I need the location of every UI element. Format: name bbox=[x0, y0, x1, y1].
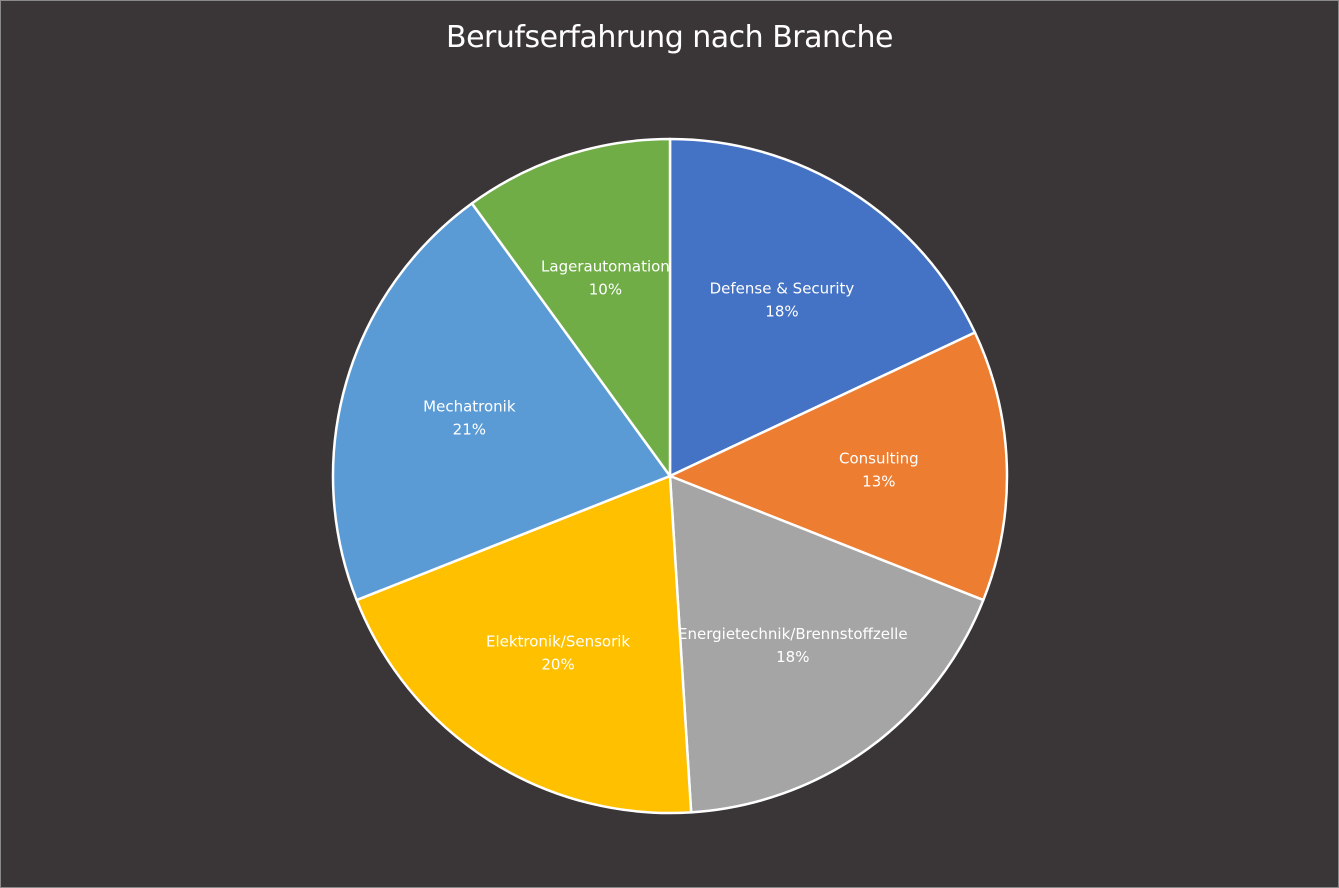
pie-slice-elektronik-sensorik bbox=[355, 474, 693, 815]
pie-slice-mechatronik bbox=[331, 202, 672, 602]
slice-label-elektronik-sensorik: Elektronik/Sensorik bbox=[486, 632, 630, 650]
slice-value-mechatronik: 21% bbox=[453, 421, 486, 439]
slice-value-energietechnik-brennstoffzelle: 18% bbox=[776, 648, 809, 666]
pie-slice-energietechnik-brennstoffzelle bbox=[668, 474, 985, 814]
slice-label-defense-security: Defense & Security bbox=[710, 280, 855, 298]
pie-slice-consulting bbox=[668, 331, 1009, 602]
slice-label-lagerautomation: Lagerautomation bbox=[541, 257, 670, 275]
pie-slice-lagerautomation bbox=[470, 137, 672, 478]
pie-slice-defense-security bbox=[668, 137, 977, 478]
slice-value-consulting: 13% bbox=[862, 472, 895, 490]
slice-label-energietechnik-brennstoffzelle: Energietechnik/Brennstoffzelle bbox=[678, 625, 908, 643]
slice-value-defense-security: 18% bbox=[765, 303, 798, 321]
slice-value-elektronik-sensorik: 20% bbox=[541, 655, 574, 673]
chart-title: Berufserfahrung nach Branche bbox=[446, 20, 894, 55]
slice-value-lagerautomation: 10% bbox=[589, 280, 622, 298]
slice-label-consulting: Consulting bbox=[839, 449, 919, 467]
slice-label-mechatronik: Mechatronik bbox=[423, 398, 516, 416]
